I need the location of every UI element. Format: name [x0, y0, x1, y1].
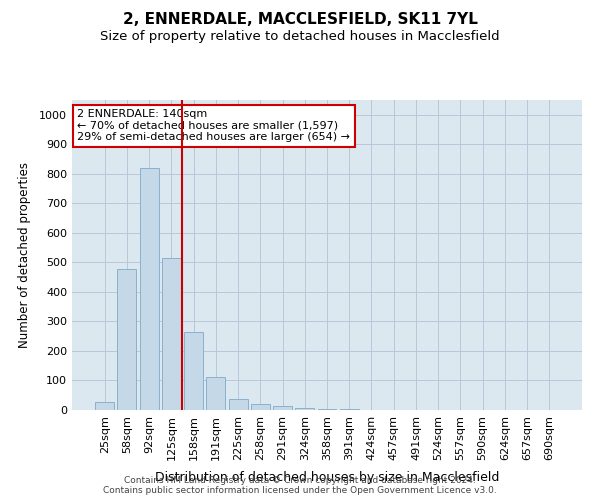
Bar: [206, 377, 225, 410]
Bar: [184, 332, 203, 410]
Bar: [251, 404, 270, 410]
Bar: [295, 408, 314, 410]
Text: Contains HM Land Registry data © Crown copyright and database right 2024.
Contai: Contains HM Land Registry data © Crown c…: [103, 476, 497, 495]
Bar: [140, 168, 158, 410]
Bar: [273, 406, 292, 410]
Bar: [162, 258, 181, 410]
Bar: [95, 402, 114, 410]
Y-axis label: Number of detached properties: Number of detached properties: [18, 162, 31, 348]
Bar: [340, 409, 359, 410]
Bar: [118, 269, 136, 410]
X-axis label: Distribution of detached houses by size in Macclesfield: Distribution of detached houses by size …: [155, 471, 499, 484]
Text: 2, ENNERDALE, MACCLESFIELD, SK11 7YL: 2, ENNERDALE, MACCLESFIELD, SK11 7YL: [122, 12, 478, 28]
Text: Size of property relative to detached houses in Macclesfield: Size of property relative to detached ho…: [100, 30, 500, 43]
Bar: [229, 399, 248, 410]
Text: 2 ENNERDALE: 140sqm
← 70% of detached houses are smaller (1,597)
29% of semi-det: 2 ENNERDALE: 140sqm ← 70% of detached ho…: [77, 110, 350, 142]
Bar: [317, 408, 337, 410]
